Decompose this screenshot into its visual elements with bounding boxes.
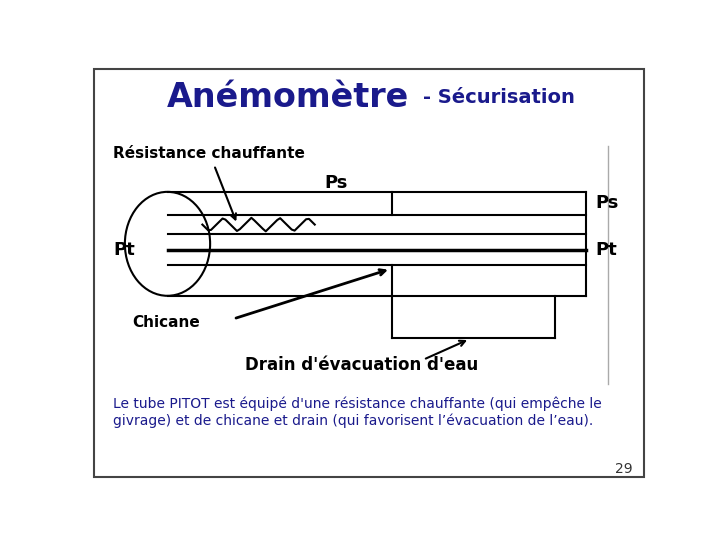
- Text: - Sécurisation: - Sécurisation: [423, 87, 575, 106]
- Text: Pt: Pt: [595, 241, 617, 259]
- Text: Le tube PITOT est équipé d'une résistance chauffante (qui empêche le: Le tube PITOT est équipé d'une résistanc…: [113, 396, 602, 411]
- Text: Chicane: Chicane: [132, 315, 200, 330]
- Text: Ps: Ps: [325, 174, 348, 192]
- Text: Ps: Ps: [595, 194, 618, 212]
- Text: 29: 29: [615, 462, 632, 476]
- Ellipse shape: [125, 192, 210, 296]
- Text: Drain d'évacuation d'eau: Drain d'évacuation d'eau: [245, 356, 478, 374]
- Text: Résistance chauffante: Résistance chauffante: [113, 146, 305, 161]
- Text: Anémomètre: Anémomètre: [166, 80, 409, 113]
- Text: Pt: Pt: [113, 241, 135, 259]
- Text: givrage) et de chicane et drain (qui favorisent l’évacuation de l’eau).: givrage) et de chicane et drain (qui fav…: [113, 413, 593, 428]
